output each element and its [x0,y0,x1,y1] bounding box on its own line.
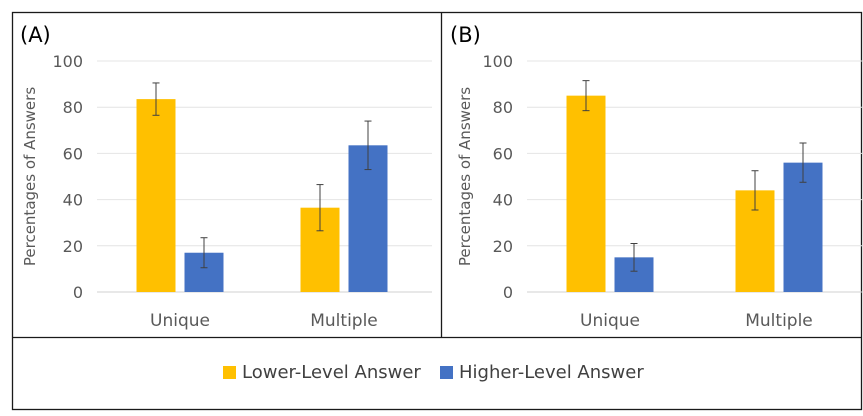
panel-label: (B) [450,23,481,47]
bar-lower-level-answer [566,95,606,293]
legend-label: Higher-Level Answer [459,362,644,383]
bar-lower-level-answer [136,99,176,293]
legend-swatch [440,366,453,379]
x-tick-label: Unique [580,311,640,331]
y-tick-label: 0 [503,283,513,302]
y-tick-label: 80 [493,98,513,117]
legend-swatch [223,366,236,379]
y-tick-label: 40 [493,191,513,210]
figure-border [11,11,863,411]
y-tick-label: 100 [482,52,513,71]
panel-label: (A) [20,23,51,47]
legend-label: Lower-Level Answer [242,362,421,383]
y-tick-label: 20 [63,237,83,256]
bar-higher-level-answer [783,162,823,292]
y-tick-label: 40 [63,191,83,210]
y-tick-label: 60 [63,144,83,163]
x-tick-label: Multiple [310,311,378,331]
y-tick-label: 100 [52,52,83,71]
y-tick-label: 80 [63,98,83,117]
y-axis-label: Percentages of Answers [21,87,39,266]
y-tick-label: 20 [493,237,513,256]
x-tick-label: Multiple [745,311,813,331]
x-tick-label: Unique [150,311,210,331]
y-axis-label: Percentages of Answers [456,87,474,266]
y-tick-label: 0 [73,283,83,302]
y-tick-label: 60 [493,144,513,163]
